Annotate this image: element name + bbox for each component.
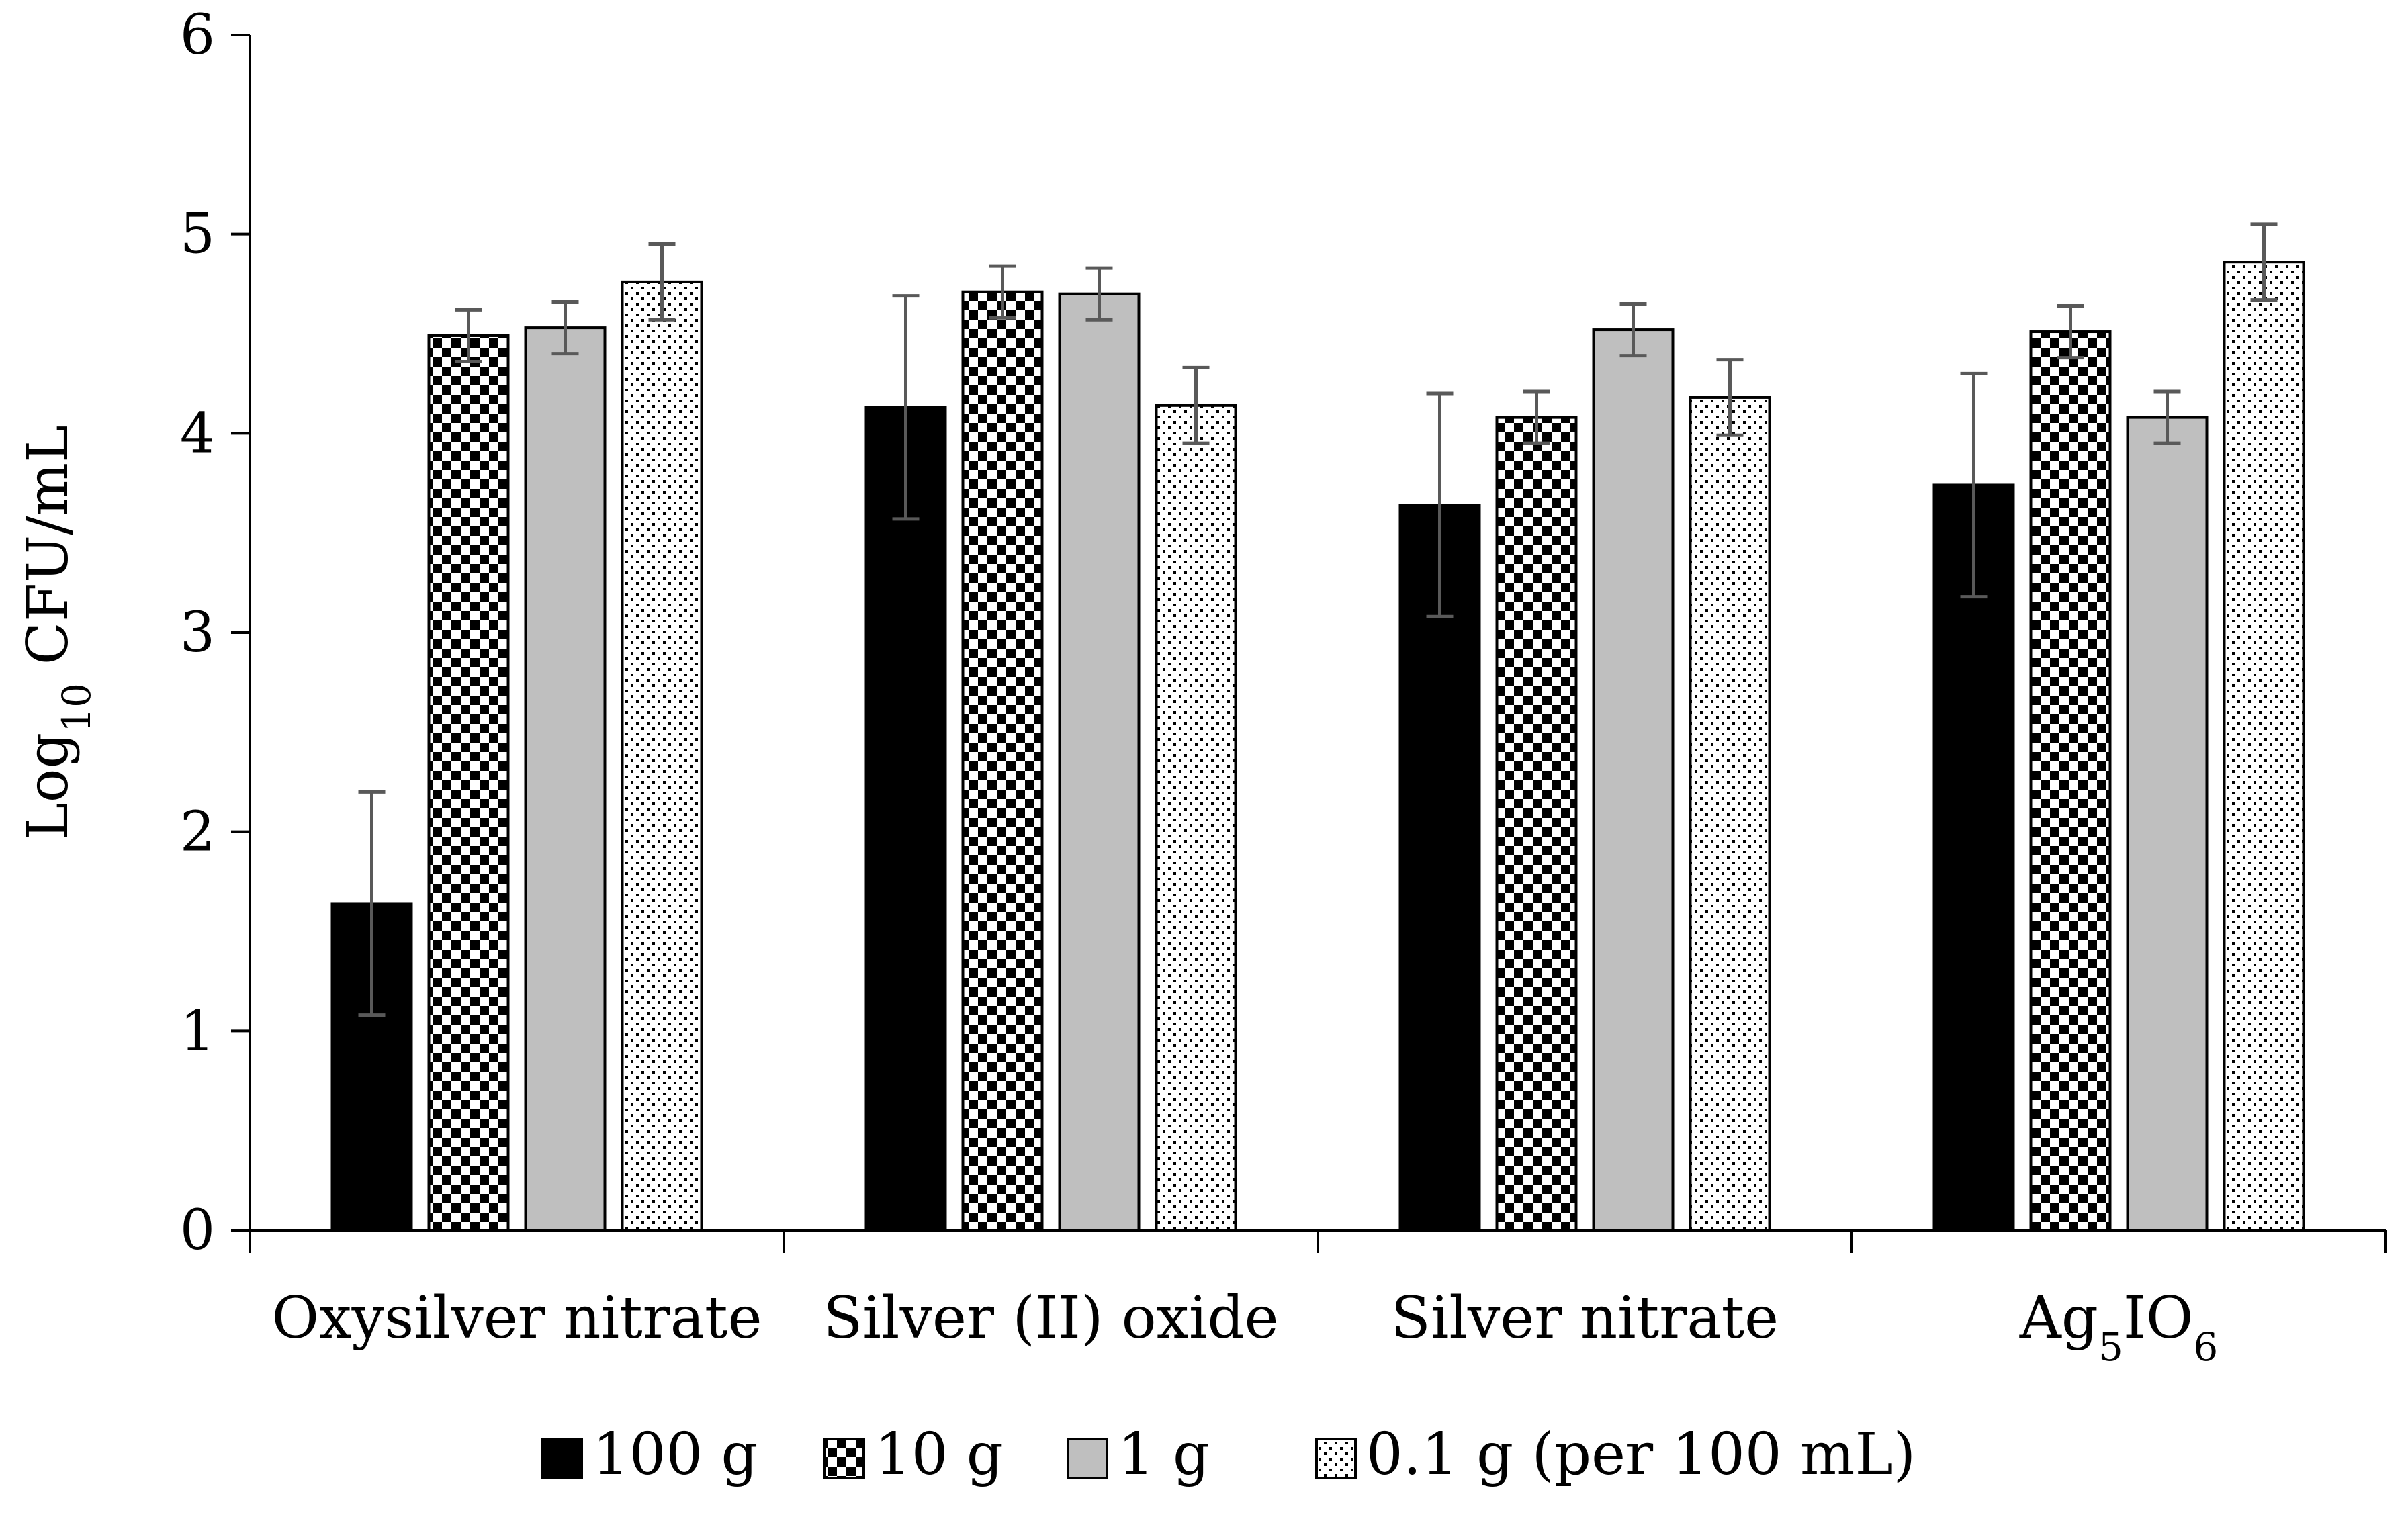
bar [524,326,607,1232]
y-axis-title: Log10 CFU/mL [15,425,99,840]
category-label-part: Ag [2019,1285,2098,1352]
y-tick-label: 1 [180,999,215,1063]
bar [1155,404,1237,1232]
category-label-part: Oxysilver nitrate [272,1285,762,1352]
bar [2029,330,2112,1232]
bar [1058,292,1141,1232]
bar [427,334,510,1232]
bar [1398,504,1481,1232]
legend-label: 100 g [592,1421,758,1488]
y-tick-label: 5 [180,203,215,267]
x-category-label: Silver (II) oxide [823,1285,1279,1352]
bar [1932,483,2015,1232]
legend-swatch [823,1438,865,1479]
legend-label: 1 g [1118,1421,1210,1488]
category-label-subscript: 6 [2193,1324,2218,1370]
bar [621,280,703,1232]
legend: 100 g 10 g 1 g 0.1 g (per 100 mL) [541,1421,1916,1488]
bar [2223,261,2305,1232]
x-category-label: Silver nitrate [1391,1285,1779,1352]
bar [864,406,947,1232]
bars [330,261,2305,1232]
bar [1495,416,1578,1232]
category-label-part: IO [2123,1285,2193,1352]
bar [1592,328,1675,1232]
labels: 0 1 2 3 4 5 6 Oxysilver nitrate Silver (II) oxid… [15,3,2218,1370]
legend-swatch [541,1438,583,1479]
category-label-part: Silver (II) oxide [823,1285,1279,1352]
error-bars [358,222,2278,1017]
y-tick-label: 3 [180,601,215,665]
category-label-part: Silver nitrate [1391,1285,1779,1352]
bar [2126,416,2209,1232]
y-axis-title-subscript: 10 [54,683,99,733]
legend-label: 0.1 g (per 100 mL) [1366,1421,1916,1488]
legend-label: 10 g [875,1421,1004,1488]
legend-swatch [1315,1438,1357,1479]
x-category-label: Ag5IO6 [2019,1285,2218,1370]
legend-swatch [1067,1438,1108,1479]
y-tick-label: 0 [180,1199,215,1262]
y-tick-label: 6 [180,3,215,67]
category-label-subscript: 5 [2098,1324,2123,1370]
y-tick-label: 2 [180,800,215,864]
y-axis-title-base: Log [15,733,81,840]
y-tick-label: 4 [180,402,215,465]
y-axis-title-rest: CFU/mL [15,425,81,683]
bar [1689,396,1771,1232]
bar [961,290,1044,1232]
x-category-label: Oxysilver nitrate [272,1285,762,1352]
